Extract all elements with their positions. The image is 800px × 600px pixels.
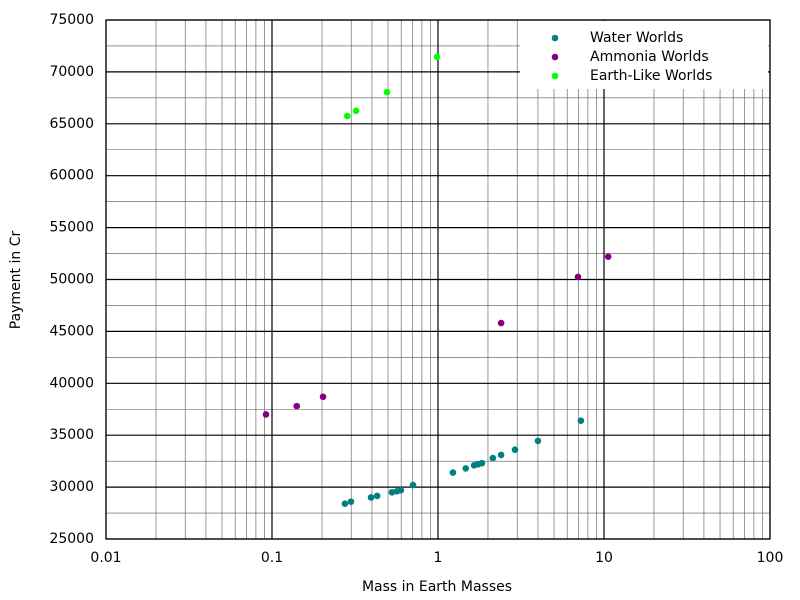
x-tick-label: 10 (595, 550, 613, 566)
plot-frame (105, 19, 771, 540)
x-tick-label: 100 (757, 550, 784, 566)
point (577, 417, 585, 424)
point (293, 402, 301, 410)
x-axis-label: Mass in Earth Masses (362, 579, 512, 595)
point (343, 112, 351, 120)
point (433, 53, 441, 61)
y-tick-label: 30000 (49, 479, 94, 495)
x-tick-label: 0.01 (90, 550, 121, 566)
legend-marker (551, 72, 559, 80)
y-tick-label: 45000 (49, 323, 94, 339)
point (574, 273, 582, 281)
point (449, 469, 457, 476)
y-tick-label: 65000 (49, 116, 94, 132)
point (388, 488, 396, 496)
point (534, 437, 542, 445)
point (478, 459, 486, 467)
point (497, 319, 505, 327)
point (604, 253, 612, 260)
y-tick-label: 25000 (49, 531, 94, 547)
y-axis-label: Payment in Cr (8, 231, 24, 330)
y-tick-label: 50000 (49, 272, 94, 288)
legend-marker (551, 53, 559, 61)
y-tick-label: 35000 (49, 427, 94, 443)
y-tick-label: 60000 (49, 168, 94, 184)
y-tick-label: 70000 (49, 64, 94, 80)
legend-box (520, 21, 768, 89)
point (367, 494, 375, 501)
point (497, 451, 505, 459)
x-tick-label: 0.1 (261, 550, 283, 566)
point (347, 498, 355, 505)
point (511, 446, 519, 454)
legend-marker (551, 34, 559, 42)
x-tick-label: 1 (434, 550, 443, 566)
point (373, 492, 381, 500)
point (462, 465, 470, 472)
legend-label: Earth-Like Worlds (590, 68, 712, 84)
point (397, 486, 405, 494)
y-tick-label: 75000 (49, 12, 94, 28)
y-tick-label: 55000 (49, 220, 94, 236)
point (489, 454, 497, 462)
y-tick-label: 40000 (49, 375, 94, 391)
point (341, 500, 349, 508)
point (409, 481, 417, 489)
point (262, 411, 270, 418)
point (383, 88, 391, 96)
legend-label: Ammonia Worlds (590, 49, 709, 65)
legend-label: Water Worlds (590, 30, 683, 46)
point (352, 107, 360, 115)
point (319, 393, 327, 401)
